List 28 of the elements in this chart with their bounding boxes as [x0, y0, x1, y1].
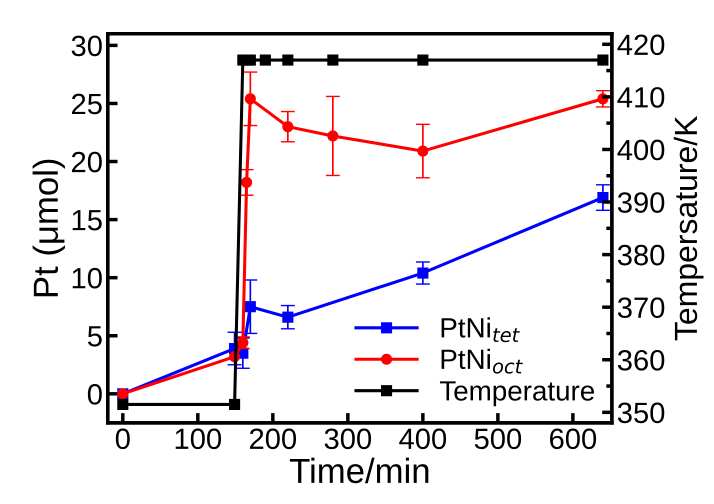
y-tick-label: 10	[72, 268, 102, 289]
y2-tick-label: 380	[618, 244, 664, 266]
y2-tick-label: 390	[618, 192, 664, 213]
y2-tick-label: 370	[618, 297, 664, 318]
y-tick-label: 20	[72, 152, 102, 172]
y2-tick-label: 410	[617, 87, 664, 108]
y-tick-label: 30	[72, 36, 102, 56]
x-tick-label: 600	[550, 428, 596, 450]
x-tick-label: 0	[116, 428, 130, 450]
y-tick-label: 5	[88, 326, 102, 347]
x-tick-label: 100	[176, 428, 222, 450]
x-axis-title: Time/min	[290, 458, 428, 484]
legend-label: Temperature	[440, 381, 594, 406]
y-tick-label: 15	[72, 210, 102, 230]
y2-axis-title: Tempersature/K	[674, 116, 704, 340]
y2-tick-label: 400	[617, 140, 664, 160]
y-axis-title: Pt (μmol)	[32, 160, 65, 296]
y-tick-label: 0	[88, 384, 102, 405]
x-tick-label: 200	[250, 428, 296, 450]
x-tick-label: 500	[474, 428, 522, 450]
y2-tick-label: 360	[618, 350, 664, 371]
x-tick-label: 400	[399, 428, 446, 450]
y-tick-label: 25	[72, 94, 102, 114]
y2-tick-label: 350	[618, 402, 664, 424]
legend-label: PtNi$_{oct}$	[442, 348, 523, 374]
y2-tick-label: 420	[617, 34, 664, 56]
x-tick-label: 300	[324, 428, 372, 450]
legend-label: PtNi$_{tet}$	[442, 317, 520, 342]
